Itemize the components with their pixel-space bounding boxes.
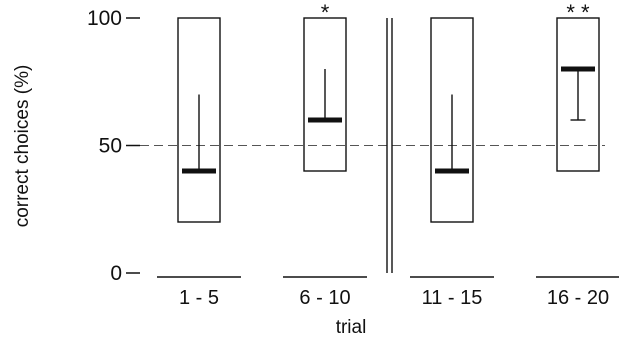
box-rect	[430, 17, 474, 223]
box-group: *	[303, 0, 347, 172]
box-group	[430, 17, 474, 223]
y-tick-label: 50	[99, 135, 122, 158]
x-category-label: 11 - 15	[422, 287, 483, 309]
x-category-label: 16 - 20	[547, 287, 609, 309]
y-axis: 0 50 100	[87, 7, 140, 285]
x-category-label: 6 - 10	[299, 287, 350, 309]
y-tick-label: 100	[87, 7, 122, 30]
box-group: * *	[556, 0, 600, 172]
separator-layer	[386, 18, 393, 273]
y-tick-label: 0	[110, 262, 122, 285]
x-axis-title: trial	[336, 317, 367, 338]
x-category-layer: 1 - 5 6 - 10 11 - 15 16 - 20	[157, 276, 619, 309]
box-rect	[303, 17, 347, 172]
box-rect	[556, 17, 600, 172]
significance-marker: *	[321, 0, 330, 25]
boxes-layer: * * *	[177, 0, 600, 223]
box-group	[177, 17, 221, 223]
significance-marker: * *	[566, 0, 590, 25]
y-axis-title: correct choices (%)	[12, 65, 33, 228]
x-category-label: 1 - 5	[179, 287, 219, 309]
box-rect	[177, 17, 221, 223]
